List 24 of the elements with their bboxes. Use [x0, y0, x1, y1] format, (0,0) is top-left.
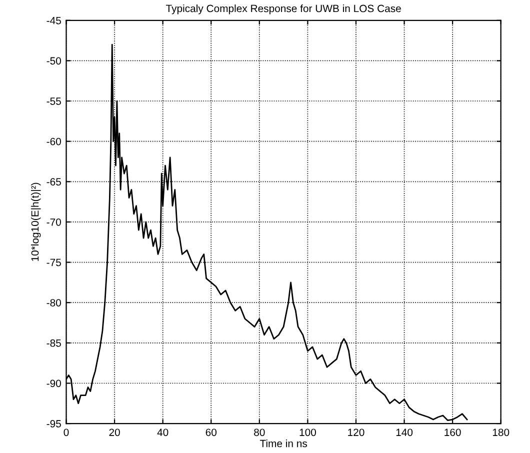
chart-title: Typicaly Complex Response for UWB in LOS Case	[166, 4, 401, 14]
y-tick-label: -90	[46, 380, 61, 388]
y-tick-label: -75	[46, 258, 61, 266]
y-axis-title: 10*log10(E|h(t)|²)	[31, 182, 41, 261]
x-axis-title: Time in ns	[260, 440, 308, 448]
y-tick-label: -80	[46, 299, 61, 306]
x-tick-label: 20	[109, 428, 120, 436]
x-tick-label: 140	[396, 428, 413, 436]
x-tick-label: 60	[206, 428, 217, 436]
y-tick-label: -45	[46, 16, 61, 24]
y-tick-label: -50	[46, 57, 61, 65]
y-tick-label: -65	[46, 178, 61, 186]
x-tick-label: 100	[300, 428, 316, 436]
y-tick-label: -55	[46, 98, 61, 105]
x-tick-label: 80	[254, 428, 265, 436]
x-tick-label: 180	[492, 428, 510, 436]
x-tick-label: 40	[157, 428, 168, 436]
x-tick-label: 120	[348, 428, 364, 436]
y-tick-label: -95	[46, 420, 61, 428]
x-tick-label: 0	[64, 428, 69, 436]
y-tick-label: -70	[46, 218, 61, 226]
y-tick-label: -60	[46, 138, 61, 146]
y-tick-label: -85	[46, 339, 61, 347]
x-tick-label: 160	[444, 428, 461, 436]
